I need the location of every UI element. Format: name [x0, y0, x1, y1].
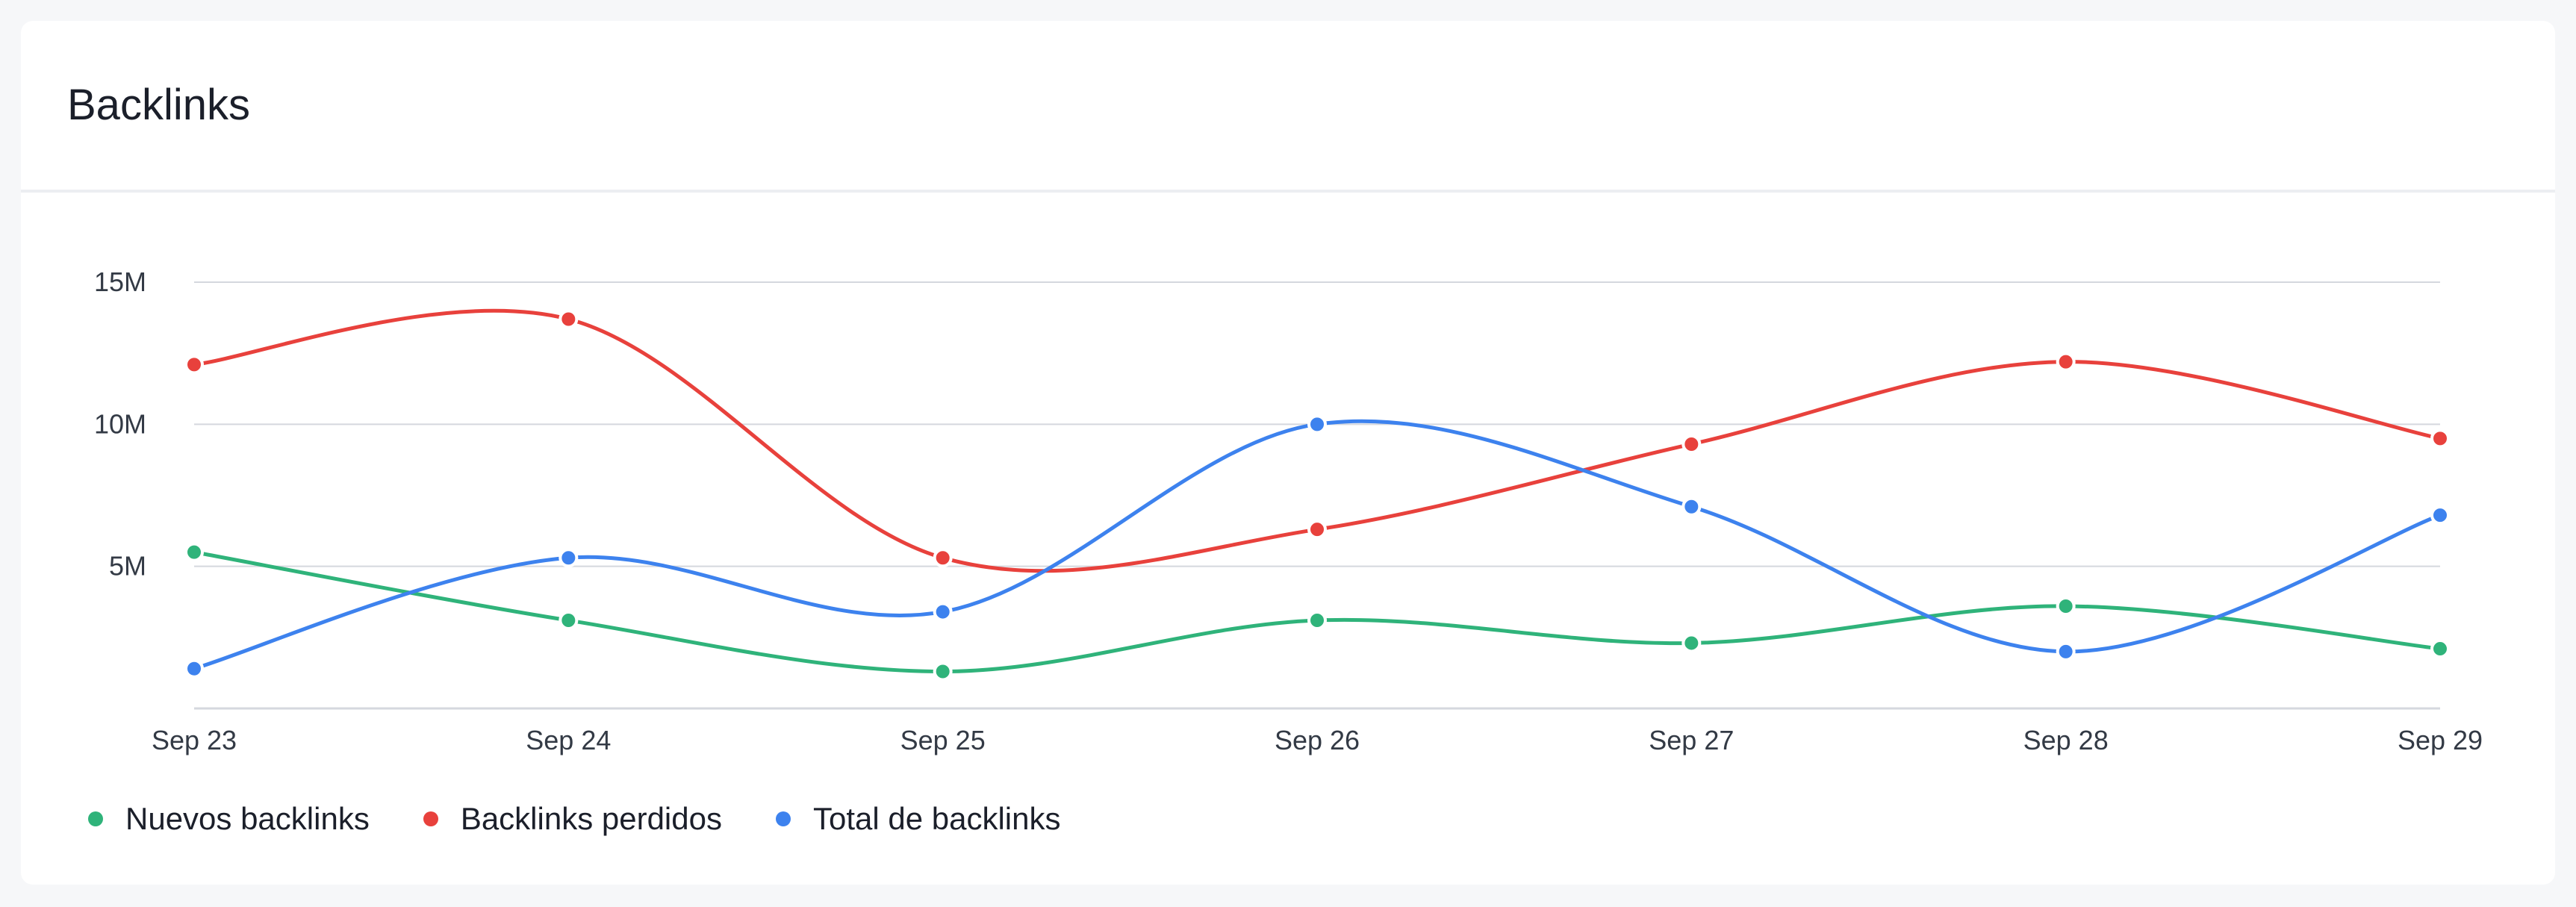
y-tick-label: 10M	[94, 408, 146, 439]
data-point-nuevos-backlinks	[2056, 596, 2076, 616]
data-point-total-de-backlinks	[2430, 505, 2450, 526]
data-point-total-de-backlinks	[184, 658, 204, 679]
x-tick-label: Sep 27	[1649, 725, 1734, 755]
data-point-total-de-backlinks	[2056, 641, 2076, 661]
data-point-backlinks-perdidos	[2056, 352, 2076, 372]
label-layer: 5M 10M 15M Sep 23 Sep 24 Sep 25 Sep 26 Sep 27 Se…	[94, 267, 2483, 755]
data-point-nuevos-backlinks	[933, 661, 953, 682]
legend-dot-icon	[775, 811, 791, 826]
x-tick-label: Sep 29	[2398, 725, 2483, 755]
data-point-nuevos-backlinks	[1681, 633, 1702, 653]
x-tick-label: Sep 23	[152, 725, 237, 755]
legend-item-total[interactable]: Total de backlinks	[775, 801, 1061, 837]
data-point-nuevos-backlinks	[559, 610, 579, 630]
card-title: Backlinks	[67, 81, 250, 129]
data-point-total-de-backlinks	[1307, 414, 1327, 434]
legend-dot-icon	[423, 811, 438, 826]
x-tick-label: Sep 28	[2023, 725, 2109, 755]
legend-item-nuevos[interactable]: Nuevos backlinks	[88, 801, 370, 837]
data-point-backlinks-perdidos	[1681, 434, 1702, 454]
x-tick-label: Sep 26	[1275, 725, 1360, 755]
y-tick-label: 15M	[94, 267, 146, 297]
legend-label: Nuevos backlinks	[125, 801, 370, 836]
series-line-total-de-backlinks	[192, 419, 2442, 671]
legend-label: Total de backlinks	[812, 801, 1061, 836]
data-point-total-de-backlinks	[559, 548, 579, 568]
legend-dot-icon	[88, 811, 103, 826]
y-tick-label: 5M	[109, 551, 146, 582]
legend-label: Backlinks perdidos	[460, 801, 722, 836]
card-header: Backlinks	[21, 21, 2555, 193]
legend-item-perdidos[interactable]: Backlinks perdidos	[423, 801, 722, 837]
x-tick-label: Sep 25	[900, 725, 986, 755]
data-point-nuevos-backlinks	[1307, 610, 1327, 630]
data-point-nuevos-backlinks	[184, 542, 204, 562]
data-point-nuevos-backlinks	[2430, 639, 2450, 659]
data-point-backlinks-perdidos	[933, 548, 953, 568]
chart-legend: Nuevos backlinks Backlinks perdidos Tota…	[88, 797, 1115, 841]
data-point-backlinks-perdidos	[1307, 520, 1327, 540]
data-point-total-de-backlinks	[1681, 496, 1702, 517]
x-tick-label: Sep 24	[526, 725, 611, 755]
data-point-total-de-backlinks	[933, 602, 953, 622]
data-point-backlinks-perdidos	[559, 309, 579, 329]
grid-layer	[194, 281, 2440, 710]
point-layer	[184, 309, 2450, 682]
data-point-backlinks-perdidos	[184, 355, 204, 375]
data-point-backlinks-perdidos	[2430, 428, 2450, 449]
backlinks-card: Backlinks	[21, 21, 2555, 885]
